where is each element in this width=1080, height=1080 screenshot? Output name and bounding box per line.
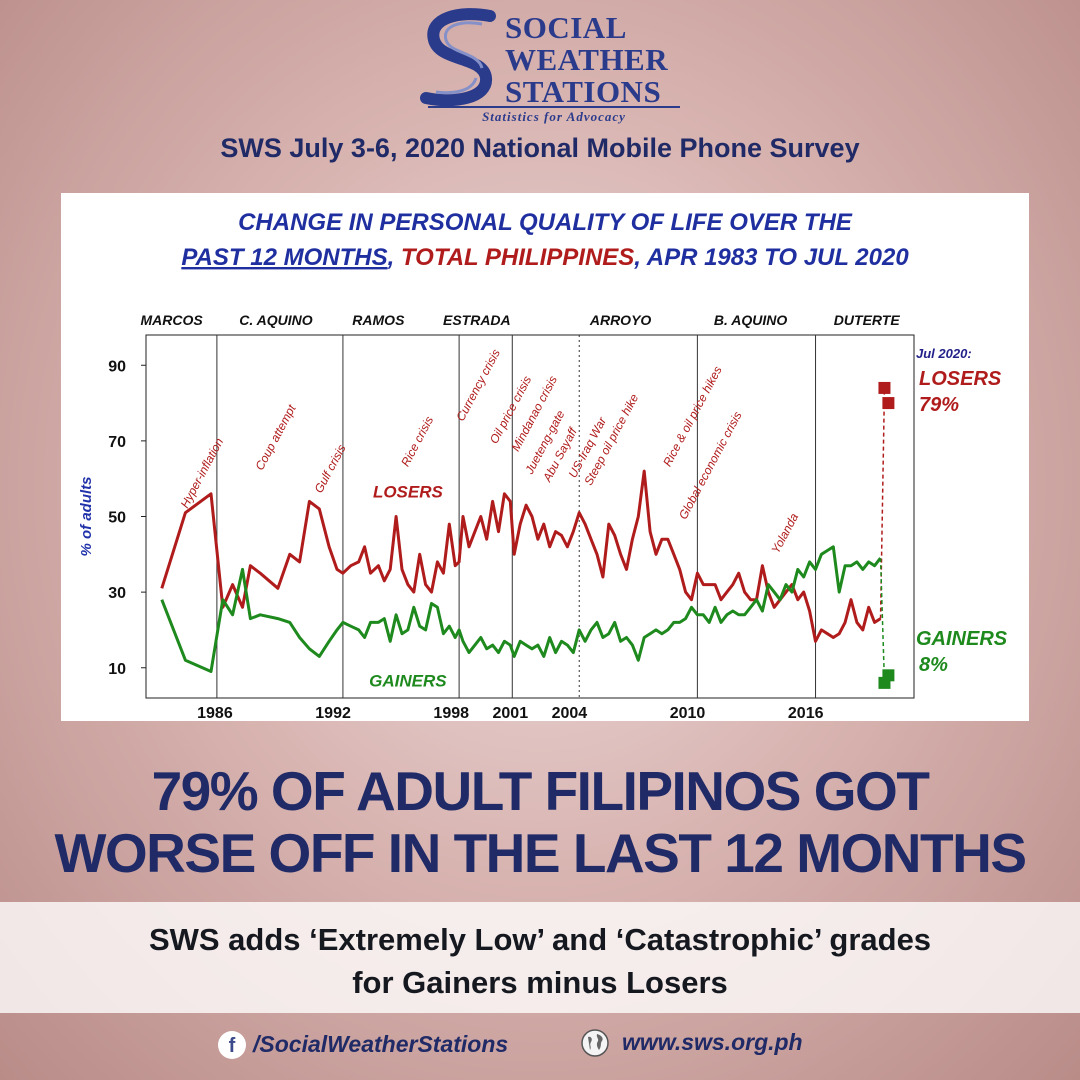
administration-label: DUTERTE (834, 312, 901, 328)
chart-card: CHANGE IN PERSONAL QUALITY OF LIFE OVER … (61, 193, 1029, 721)
logo-text-line2: WEATHER (505, 42, 669, 77)
administration-label: B. AQUINO (714, 312, 787, 328)
chart-title-part: TOTAL PHILIPPINES (401, 244, 634, 271)
jul2020-losers-marker (882, 397, 895, 410)
x-tick-label: 2010 (670, 705, 706, 721)
y-tick-label: 30 (108, 585, 126, 602)
subtitle-line1: SWS adds ‘Extremely Low’ and ‘Catastroph… (148, 922, 932, 957)
subtitle-line2: for Gainers minus Losers (352, 965, 728, 1000)
y-tick-label: 10 (108, 661, 126, 678)
y-axis-label: % of adults (78, 476, 95, 556)
series-line-gainers (160, 545, 882, 673)
event-annotation: Rice crisis (398, 414, 436, 469)
headline: 79% OF ADULT FILIPINOS GOT WORSE OFF IN … (0, 760, 1080, 884)
x-tick-label: 1986 (197, 705, 233, 721)
y-tick-label: 50 (108, 510, 126, 527)
event-annotation: Coup attempt (252, 402, 298, 473)
facebook-icon[interactable]: f (218, 1031, 246, 1059)
chart-title-line2: PAST 12 MONTHS, TOTAL PHILIPPINES, APR 1… (181, 244, 909, 271)
headline-line1: 79% OF ADULT FILIPINOS GOT (151, 760, 930, 822)
jul2020-label: Jul 2020: (916, 346, 972, 361)
jul2020-gainers-value: 8% (919, 654, 948, 676)
facebook-handle-link[interactable]: /SocialWeatherStations (253, 1031, 509, 1057)
administration-label: C. AQUINO (239, 312, 312, 328)
administration-label: RAMOS (352, 312, 405, 328)
headline-line2: WORSE OFF IN THE LAST 12 MONTHS (54, 822, 1027, 884)
chart-title-part: PAST 12 MONTHS (181, 244, 387, 271)
survey-title: SWS July 3-6, 2020 National Mobile Phone… (220, 133, 860, 163)
jul2020-losers-label: LOSERS (919, 368, 1002, 390)
jul2020-gainers-connector (879, 558, 886, 683)
y-tick-label: 70 (108, 434, 126, 451)
jul2020-losers-value: 79% (919, 394, 959, 416)
x-tick-label: 2016 (788, 705, 824, 721)
sws-logo-mark-icon (420, 8, 496, 107)
subtitle-band (0, 902, 1080, 1013)
administration-label: ESTRADA (443, 312, 511, 328)
jul2020-gainers-marker (882, 669, 895, 682)
globe-icon (581, 1029, 609, 1057)
series-inline-label: GAINERS (369, 672, 447, 691)
y-tick-label: 90 (108, 358, 126, 375)
x-tick-label: 2001 (493, 705, 529, 721)
logo-text-line3: STATIONS (505, 74, 662, 109)
chart-title-part: , APR 1983 TO JUL 2020 (633, 244, 909, 271)
x-tick-label: 2004 (552, 705, 588, 721)
x-tick-label: 1998 (433, 705, 469, 721)
chart-title-line1: CHANGE IN PERSONAL QUALITY OF LIFE OVER … (238, 209, 853, 236)
subtitle: SWS adds ‘Extremely Low’ and ‘Catastroph… (0, 918, 1080, 1004)
sws-logo: SOCIAL WEATHER STATIONS Statistics for A… (420, 8, 680, 124)
x-tick-label: 1992 (315, 705, 351, 721)
website-link[interactable]: www.sws.org.ph (622, 1029, 803, 1055)
jul2020-losers-connector (879, 387, 886, 619)
series-line-losers (160, 469, 882, 643)
quality-of-life-chart: CHANGE IN PERSONAL QUALITY OF LIFE OVER … (78, 209, 1008, 721)
event-annotation: Currency crisis (453, 347, 503, 424)
administration-label: ARROYO (589, 312, 652, 328)
logo-text-line1: SOCIAL (505, 10, 627, 45)
jul2020-gainers-label: GAINERS (916, 628, 1008, 650)
series-inline-label: LOSERS (373, 483, 444, 502)
administration-label: MARCOS (140, 312, 203, 328)
chart-title-part: , (387, 244, 401, 271)
logo-tagline: Statistics for Advocacy (428, 106, 680, 125)
jul2020-losers-marker (878, 381, 891, 394)
event-annotation: Yolanda (768, 511, 801, 556)
footer: f /SocialWeatherStations www.sws.org.ph (0, 1013, 1080, 1080)
